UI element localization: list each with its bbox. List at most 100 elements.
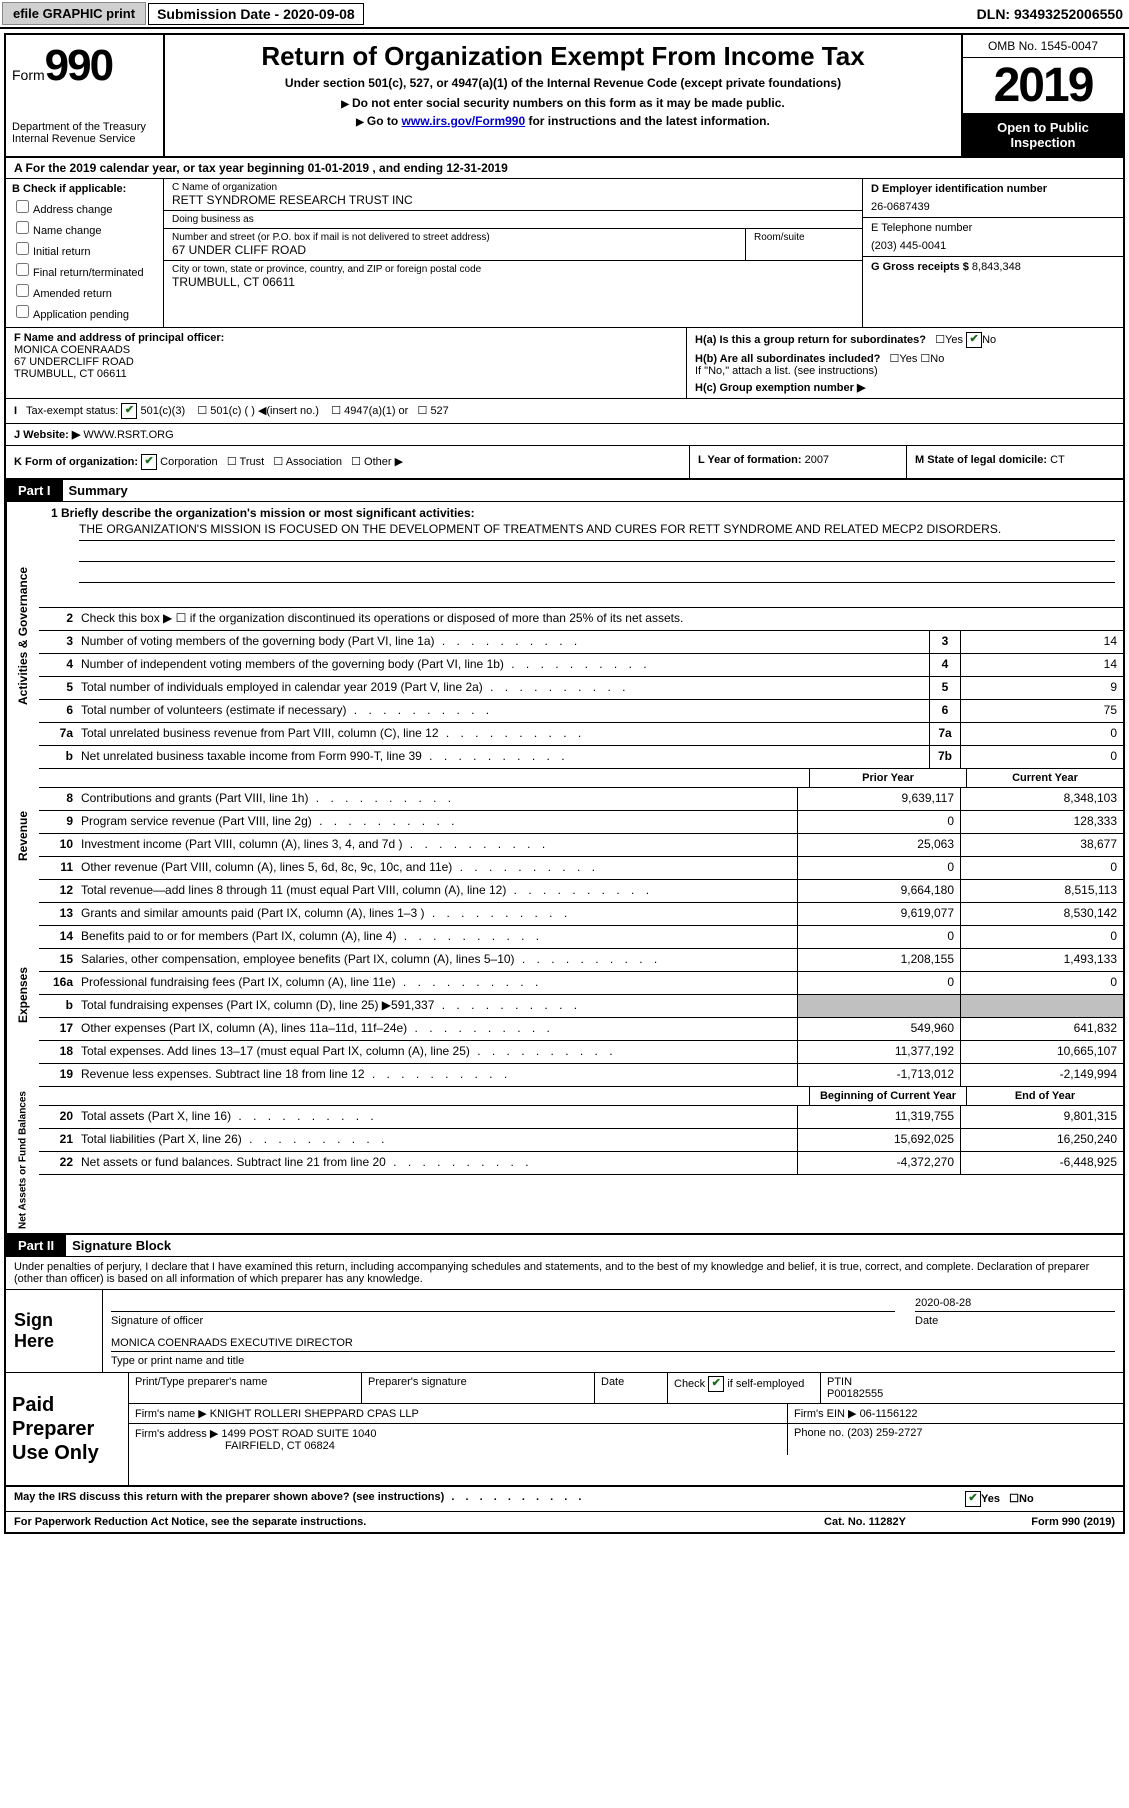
current-year-val: 0 — [960, 857, 1123, 879]
cb-discuss-yes: ✔ — [965, 1491, 981, 1507]
line-val: 75 — [960, 700, 1123, 722]
sig-name: MONICA COENRAADS EXECUTIVE DIRECTOR — [111, 1337, 1115, 1352]
org-name: RETT SYNDROME RESEARCH TRUST INC — [172, 193, 854, 207]
row-a: A For the 2019 calendar year, or tax yea… — [6, 158, 1123, 179]
instructions-link[interactable]: www.irs.gov/Form990 — [402, 114, 526, 128]
line-text: Contributions and grants (Part VIII, lin… — [77, 788, 797, 810]
header-row: Form990 Department of the Treasury Inter… — [6, 35, 1123, 158]
cb-label: Address change — [33, 204, 113, 216]
l-value: 2007 — [805, 454, 829, 466]
part1-title: Summary — [63, 483, 128, 498]
line-num: 13 — [39, 903, 77, 925]
current-year-val: 0 — [960, 926, 1123, 948]
l-label: L Year of formation: — [698, 454, 802, 466]
omb-number: OMB No. 1545-0047 — [963, 35, 1123, 58]
line-num: 21 — [39, 1129, 77, 1151]
firm-addr1: 1499 POST ROAD SUITE 1040 — [221, 1428, 376, 1440]
firm-addr-label: Firm's address ▶ — [135, 1428, 218, 1440]
prior-year-val: -4,372,270 — [797, 1152, 960, 1174]
firm-phone-label: Phone no. — [794, 1427, 844, 1439]
cb-final-return[interactable] — [16, 263, 29, 276]
line-row: 15 Salaries, other compensation, employe… — [39, 949, 1123, 972]
activities-governance-section: Activities & Governance 1 Briefly descri… — [6, 502, 1123, 769]
check-label-post: if self-employed — [727, 1378, 804, 1390]
part2-title: Signature Block — [66, 1238, 171, 1253]
cb-initial-return[interactable] — [16, 242, 29, 255]
line-val: 14 — [960, 631, 1123, 653]
room-label: Room/suite — [754, 232, 854, 243]
form-label: Form — [12, 67, 45, 83]
tax-year: 2019 — [963, 58, 1123, 114]
cb-corporation: ✔ — [141, 454, 157, 470]
line-num: 10 — [39, 834, 77, 856]
line-num: 18 — [39, 1041, 77, 1063]
begin-year-header: Beginning of Current Year — [809, 1087, 966, 1105]
side-label-expenses: Expenses — [6, 903, 39, 1087]
line-val: 14 — [960, 654, 1123, 676]
firm-name: KNIGHT ROLLERI SHEPPARD CPAS LLP — [210, 1408, 419, 1420]
cb-amended-return[interactable] — [16, 284, 29, 297]
line-row: 11 Other revenue (Part VIII, column (A),… — [39, 857, 1123, 880]
line-text: Grants and similar amounts paid (Part IX… — [77, 903, 797, 925]
current-year-val: 16,250,240 — [960, 1129, 1123, 1151]
prior-year-val: 9,619,077 — [797, 903, 960, 925]
section-j: J Website: ▶ WWW.RSRT.ORG — [6, 424, 1123, 446]
line-row: 9 Program service revenue (Part VIII, li… — [39, 811, 1123, 834]
line-box: 6 — [929, 700, 960, 722]
current-year-val: 8,515,113 — [960, 880, 1123, 902]
line-row: 6 Total number of volunteers (estimate i… — [39, 700, 1123, 723]
form-container: Form990 Department of the Treasury Inter… — [4, 33, 1125, 1534]
line-text: Total expenses. Add lines 13–17 (must eq… — [77, 1041, 797, 1063]
cb-label: Final return/terminated — [33, 267, 144, 279]
line-num: b — [39, 746, 77, 768]
ein-label: D Employer identification number — [871, 183, 1115, 195]
line-val: 0 — [960, 723, 1123, 745]
efile-button[interactable]: efile GRAPHIC print — [2, 2, 146, 25]
current-year-val: 10,665,107 — [960, 1041, 1123, 1063]
line-row: 8 Contributions and grants (Part VIII, l… — [39, 788, 1123, 811]
city-value: TRUMBULL, CT 06611 — [172, 275, 854, 289]
form-subtitle: Under section 501(c), 527, or 4947(a)(1)… — [175, 76, 951, 90]
prior-year-val: 0 — [797, 857, 960, 879]
sig-officer-label: Signature of officer — [111, 1315, 895, 1327]
addr-label: Number and street (or P.O. box if mail i… — [172, 232, 737, 243]
opt-corp: Corporation — [160, 456, 217, 468]
tax-status-text: Tax-exempt status: — [26, 405, 118, 417]
firm-name-label: Firm's name ▶ — [135, 1408, 207, 1420]
dln: DLN: 93493252006550 — [977, 6, 1129, 22]
prior-year-val: 9,639,117 — [797, 788, 960, 810]
cb-name-change[interactable] — [16, 221, 29, 234]
city-label: City or town, state or province, country… — [172, 264, 854, 275]
current-year-val: -2,149,994 — [960, 1064, 1123, 1086]
sig-date-label: Date — [915, 1315, 1115, 1327]
line-text: Total number of individuals employed in … — [77, 677, 929, 699]
line-row: b Total fundraising expenses (Part IX, c… — [39, 995, 1123, 1018]
header-right: OMB No. 1545-0047 2019 Open to Public In… — [961, 35, 1123, 156]
mission-text: THE ORGANIZATION'S MISSION IS FOCUSED ON… — [79, 520, 1115, 541]
line-text: Investment income (Part VIII, column (A)… — [77, 834, 797, 856]
declaration-text: Under penalties of perjury, I declare th… — [6, 1257, 1123, 1290]
line-row: 7a Total unrelated business revenue from… — [39, 723, 1123, 746]
revenue-section: Revenue Prior Year Current Year 8 Contri… — [6, 769, 1123, 903]
phone-value: (203) 445-0041 — [871, 240, 1115, 252]
line-num: 19 — [39, 1064, 77, 1086]
cb-address-change[interactable] — [16, 200, 29, 213]
line-num: 20 — [39, 1106, 77, 1128]
line-num: 22 — [39, 1152, 77, 1174]
line-row: 10 Investment income (Part VIII, column … — [39, 834, 1123, 857]
org-name-label: C Name of organization — [172, 182, 854, 193]
cb-label: Application pending — [33, 309, 129, 321]
officer-name: MONICA COENRAADS — [14, 344, 678, 356]
prior-year-val — [797, 995, 960, 1017]
line-text: Net unrelated business taxable income fr… — [77, 746, 929, 768]
cb-app-pending[interactable] — [16, 305, 29, 318]
prior-year-val: -1,713,012 — [797, 1064, 960, 1086]
paid-preparer-section: Paid Preparer Use Only Print/Type prepar… — [6, 1373, 1123, 1487]
col-c: C Name of organization RETT SYNDROME RES… — [164, 179, 862, 327]
line-row: 21 Total liabilities (Part X, line 26) 1… — [39, 1129, 1123, 1152]
section-bcd: B Check if applicable: Address change Na… — [6, 179, 1123, 328]
section-i: I Tax-exempt status: ✔ 501(c)(3) ☐ 501(c… — [6, 399, 1123, 424]
line-box: 3 — [929, 631, 960, 653]
line-text: Total fundraising expenses (Part IX, col… — [77, 995, 797, 1017]
side-label-net: Net Assets or Fund Balances — [6, 1087, 39, 1233]
